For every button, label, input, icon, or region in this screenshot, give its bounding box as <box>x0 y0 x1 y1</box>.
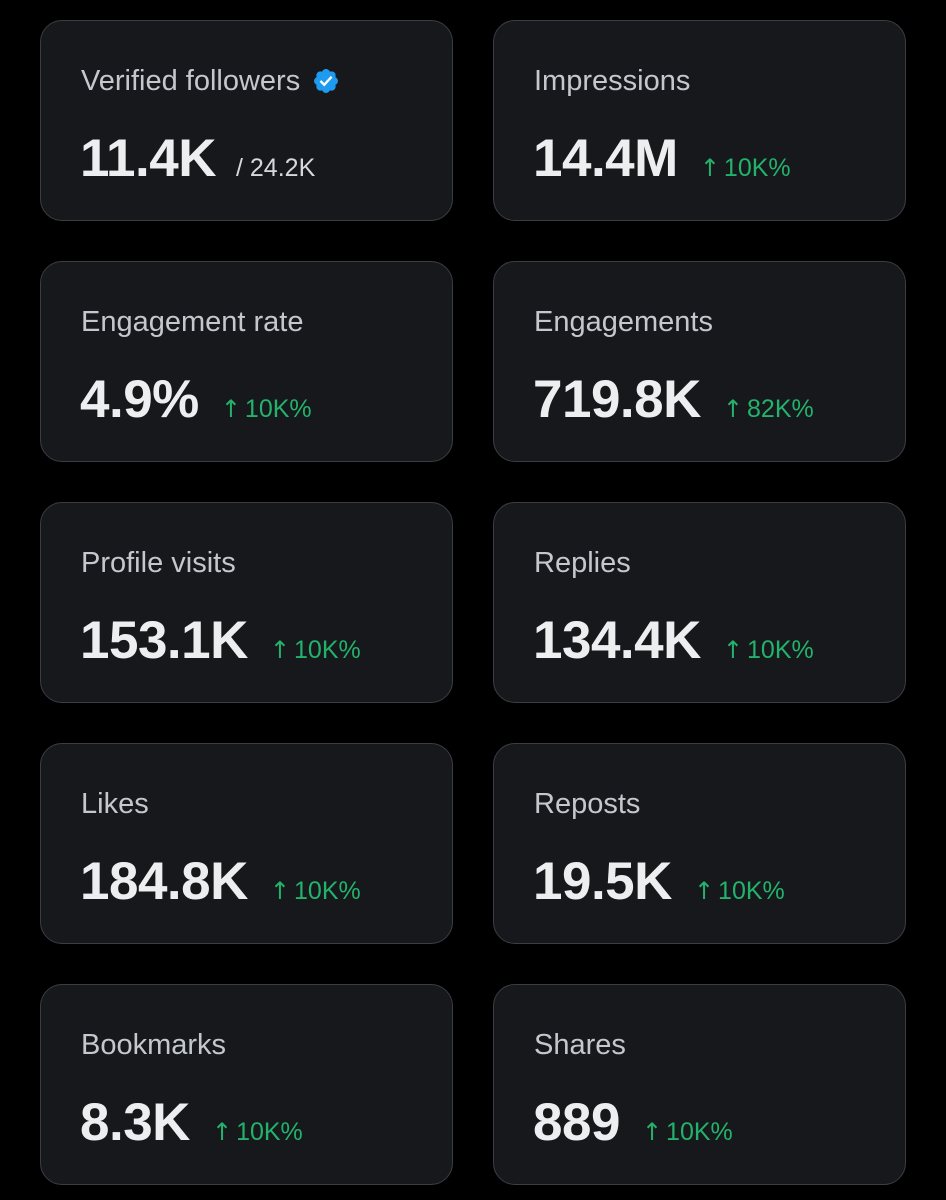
metric-change: ↑ 10K% <box>270 877 361 906</box>
metric-value: 184.8K <box>80 852 248 911</box>
metric-change: ↑ 10K% <box>270 636 361 665</box>
metric-label-row: Verified followers <box>81 61 340 101</box>
metric-change-value: 10K% <box>236 1118 303 1146</box>
metric-label: Bookmarks <box>81 1029 227 1061</box>
metric-card-bookmarks[interactable]: Bookmarks 8.3K ↑ 10K% <box>40 984 453 1185</box>
arrow-up-icon: ↑ <box>269 636 291 664</box>
metric-card-shares[interactable]: Shares 889 ↑ 10K% <box>493 984 906 1185</box>
metric-change: ↑ 10K% <box>212 1118 303 1147</box>
metric-change: ↑ 10K% <box>700 154 791 183</box>
metric-change-value: 10K% <box>723 154 791 182</box>
metric-card-replies[interactable]: Replies 134.4K ↑ 10K% <box>493 502 906 703</box>
arrow-up-icon: ↑ <box>641 1118 663 1146</box>
metric-value-row: 14.4M ↑ 10K% <box>533 127 791 191</box>
metric-card-impressions[interactable]: Impressions 14.4M ↑ 10K% <box>493 20 906 221</box>
arrow-up-icon: ↑ <box>220 395 241 423</box>
metric-value: 8.3K <box>80 1093 190 1152</box>
metrics-grid: Verified followers 11.4K / 24.2K Impress… <box>40 20 906 1185</box>
metric-value: 889 <box>533 1093 620 1152</box>
metric-label: Replies <box>534 547 631 579</box>
metric-card-reposts[interactable]: Reposts 19.5K ↑ 10K% <box>493 743 906 944</box>
metric-card-likes[interactable]: Likes 184.8K ↑ 10K% <box>40 743 453 944</box>
metric-value-row: 184.8K ↑ 10K% <box>80 850 361 914</box>
metric-label: Profile visits <box>81 547 236 579</box>
arrow-up-icon: ↑ <box>722 636 744 664</box>
metric-card-engagements[interactable]: Engagements 719.8K ↑ 82K% <box>493 261 906 462</box>
metric-value: 134.4K <box>533 611 701 670</box>
metric-label: Reposts <box>534 788 641 820</box>
metric-total: / 24.2K <box>236 154 316 182</box>
metric-value: 4.9% <box>80 370 199 429</box>
metric-change-value: 10K% <box>747 636 814 664</box>
arrow-up-icon: ↑ <box>269 877 291 905</box>
verified-badge-icon <box>312 67 340 95</box>
metric-change: ↑ 10K% <box>221 395 312 424</box>
metric-value-row: 4.9% ↑ 10K% <box>80 368 312 432</box>
metric-label: Likes <box>81 788 149 820</box>
metric-value-row: 889 ↑ 10K% <box>533 1091 733 1155</box>
metric-change-value: 10K% <box>294 636 361 664</box>
metric-value: 11.4K <box>80 129 217 188</box>
metric-label: Impressions <box>534 65 691 97</box>
metric-change-value: 82K% <box>747 395 814 423</box>
metric-value-row: 8.3K ↑ 10K% <box>80 1091 303 1155</box>
metric-change-value: 10K% <box>294 877 361 905</box>
metric-change: ↑ 10K% <box>642 1118 733 1147</box>
metric-label: Engagement rate <box>81 306 304 338</box>
metric-label: Shares <box>534 1029 626 1061</box>
metric-card-profile-visits[interactable]: Profile visits 153.1K ↑ 10K% <box>40 502 453 703</box>
metric-label: Verified followers <box>81 65 301 97</box>
metric-value: 153.1K <box>80 611 248 670</box>
metric-value: 719.8K <box>533 370 701 429</box>
metric-change: ↑ 10K% <box>723 636 814 665</box>
arrow-up-icon: ↑ <box>211 1118 233 1146</box>
arrow-up-icon: ↑ <box>693 877 715 905</box>
metric-value-row: 134.4K ↑ 10K% <box>533 609 814 673</box>
metric-card-verified-followers[interactable]: Verified followers 11.4K / 24.2K <box>40 20 453 221</box>
metric-value-row: 153.1K ↑ 10K% <box>80 609 361 673</box>
arrow-up-icon: ↑ <box>722 395 744 423</box>
metric-change-value: 10K% <box>718 877 785 905</box>
metric-change-value: 10K% <box>244 395 312 423</box>
metric-value: 19.5K <box>533 852 672 911</box>
metric-value: 14.4M <box>533 129 678 188</box>
metric-value-row: 19.5K ↑ 10K% <box>533 850 785 914</box>
metric-change: ↑ 82K% <box>723 395 814 424</box>
metric-label: Engagements <box>534 306 713 338</box>
metric-change-value: 10K% <box>666 1118 733 1146</box>
metric-value-row: 719.8K ↑ 82K% <box>533 368 814 432</box>
metric-change: ↑ 10K% <box>694 877 785 906</box>
arrow-up-icon: ↑ <box>699 154 720 182</box>
metric-card-engagement-rate[interactable]: Engagement rate 4.9% ↑ 10K% <box>40 261 453 462</box>
metric-value-row: 11.4K / 24.2K <box>80 127 315 191</box>
